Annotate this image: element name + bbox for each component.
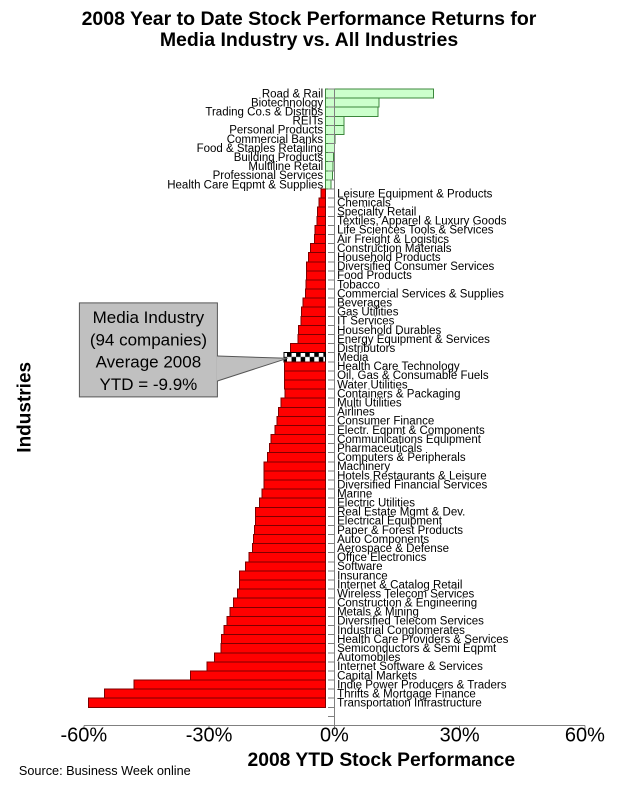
- svg-text:Internet & Catalog Retail: Internet & Catalog Retail: [337, 579, 462, 591]
- svg-text:IT Services: IT Services: [337, 316, 395, 328]
- svg-text:Machinery: Machinery: [337, 461, 390, 473]
- svg-text:Electrical Equipment: Electrical Equipment: [337, 516, 443, 528]
- svg-text:Household Durables: Household Durables: [337, 325, 441, 337]
- svg-text:Media: Media: [337, 352, 369, 364]
- svg-text:Water Utilities: Water Utilities: [337, 379, 408, 391]
- svg-text:Distributors: Distributors: [337, 343, 395, 355]
- svg-text:Automobiles: Automobiles: [337, 652, 401, 664]
- svg-text:Tobacco: Tobacco: [337, 279, 380, 291]
- svg-text:Energy Equipment & Services: Energy Equipment & Services: [337, 334, 490, 346]
- svg-text:Capital Markets: Capital Markets: [337, 670, 417, 682]
- svg-text:Beverages: Beverages: [337, 297, 392, 309]
- svg-text:Wireless Telecom Services: Wireless Telecom Services: [337, 588, 474, 600]
- svg-text:Office Electronics: Office Electronics: [337, 552, 427, 564]
- svg-text:Software: Software: [337, 561, 382, 573]
- svg-text:Textiles, Apparel & Luxury Goo: Textiles, Apparel & Luxury Goods: [337, 216, 507, 228]
- svg-text:Pharmaceuticals: Pharmaceuticals: [337, 443, 422, 455]
- svg-text:Specialty Retail: Specialty Retail: [337, 207, 416, 219]
- svg-text:Consumer Finance: Consumer Finance: [337, 416, 434, 428]
- svg-text:Professional Services: Professional Services: [213, 170, 324, 182]
- svg-text:30%: 30%: [440, 725, 480, 747]
- svg-text:Marine: Marine: [337, 488, 372, 500]
- svg-text:Indie Power Producers & Trader: Indie Power Producers & Traders: [337, 679, 507, 691]
- svg-text:Diversified Financial Services: Diversified Financial Services: [337, 479, 487, 491]
- svg-text:Health Care Technology: Health Care Technology: [337, 361, 460, 373]
- svg-text:Paper & Forest Products: Paper & Forest Products: [337, 525, 463, 537]
- svg-text:Personal Products: Personal Products: [229, 125, 323, 137]
- svg-text:Health Care Eqpmt & Supplies: Health Care Eqpmt & Supplies: [167, 179, 323, 191]
- svg-text:Air Freight & Logistics: Air Freight & Logistics: [337, 234, 449, 246]
- svg-text:Biotechnology: Biotechnology: [251, 97, 323, 109]
- svg-text:Multi Utilities: Multi Utilities: [337, 398, 402, 410]
- svg-text:2008 Year to Date Stock Perfor: 2008 Year to Date Stock Performance Retu…: [82, 8, 537, 30]
- svg-text:Leisure Equipment & Products: Leisure Equipment & Products: [337, 188, 493, 200]
- svg-text:Internet Software & Services: Internet Software & Services: [337, 661, 483, 673]
- svg-text:Aerospace & Defense: Aerospace & Defense: [337, 543, 449, 555]
- svg-text:YTD = -9.9%: YTD = -9.9%: [100, 375, 198, 394]
- svg-text:60%: 60%: [565, 725, 605, 747]
- svg-text:Construction Materials: Construction Materials: [337, 243, 452, 255]
- svg-text:Electr. Eqpmt & Components: Electr. Eqpmt & Components: [337, 425, 485, 437]
- svg-text:Auto Components: Auto Components: [337, 534, 429, 546]
- svg-text:Average 2008: Average 2008: [96, 353, 202, 372]
- svg-text:Source: Business Week online: Source: Business Week online: [19, 764, 191, 778]
- svg-text:2008 YTD Stock Performance: 2008 YTD Stock Performance: [248, 750, 516, 771]
- svg-text:Industrial Conglomerates: Industrial Conglomerates: [337, 625, 465, 637]
- svg-text:Diversified Telecom Services: Diversified Telecom Services: [337, 616, 484, 628]
- svg-text:Building Products: Building Products: [234, 152, 324, 164]
- svg-text:-60%: -60%: [60, 725, 107, 747]
- svg-text:Thrifts & Mortgage Finance: Thrifts & Mortgage Finance: [337, 688, 476, 700]
- svg-text:Chemicals: Chemicals: [337, 197, 391, 209]
- svg-text:REITs: REITs: [293, 116, 324, 128]
- svg-text:Communications Equipment: Communications Equipment: [337, 434, 482, 446]
- svg-text:Transportation Infrastructure: Transportation Infrastructure: [337, 698, 482, 710]
- svg-text:Media Industry vs. All Industr: Media Industry vs. All Industries: [160, 29, 459, 51]
- svg-text:Food Products: Food Products: [337, 270, 412, 282]
- svg-text:Oil, Gas & Consumable Fuels: Oil, Gas & Consumable Fuels: [337, 370, 489, 382]
- svg-text:Airlines: Airlines: [337, 407, 375, 419]
- svg-text:Health Care Providers & Servic: Health Care Providers & Services: [337, 634, 509, 646]
- svg-text:Trading Co.s & Distribs: Trading Co.s & Distribs: [205, 107, 323, 119]
- svg-text:Containers & Packaging: Containers & Packaging: [337, 388, 460, 400]
- svg-text:0%: 0%: [320, 725, 349, 747]
- svg-text:Electric Utilities: Electric Utilities: [337, 498, 415, 510]
- svg-text:Gas Utilities: Gas Utilities: [337, 307, 399, 319]
- svg-text:Real Estate Mgmt & Dev.: Real Estate Mgmt & Dev.: [337, 507, 465, 519]
- svg-text:Semiconductors & Semi Eqpmt: Semiconductors & Semi Eqpmt: [337, 643, 497, 655]
- svg-text:Multiline Retail: Multiline Retail: [248, 161, 323, 173]
- svg-text:Insurance: Insurance: [337, 570, 388, 582]
- svg-text:(94 companies): (94 companies): [90, 330, 207, 349]
- svg-text:Metals & Mining: Metals & Mining: [337, 607, 419, 619]
- svg-text:Computers & Peripherals: Computers & Peripherals: [337, 452, 466, 464]
- svg-text:Industries: Industries: [15, 362, 36, 453]
- svg-text:Construction & Engineering: Construction & Engineering: [337, 598, 477, 610]
- svg-text:Household Products: Household Products: [337, 252, 441, 264]
- svg-text:Media Industry: Media Industry: [93, 308, 205, 327]
- svg-text:Food & Staples Retailing: Food & Staples Retailing: [197, 143, 324, 155]
- svg-text:-30%: -30%: [186, 725, 233, 747]
- svg-text:Life Sciences Tools & Services: Life Sciences Tools & Services: [337, 225, 494, 237]
- svg-text:Commercial Banks: Commercial Banks: [227, 134, 324, 146]
- svg-text:Commercial Services & Supplies: Commercial Services & Supplies: [337, 288, 504, 300]
- svg-text:Diversified Consumer Services: Diversified Consumer Services: [337, 261, 494, 273]
- svg-text:Hotels Restaurants & Leisure: Hotels Restaurants & Leisure: [337, 470, 487, 482]
- svg-text:Road & Rail: Road & Rail: [262, 88, 323, 100]
